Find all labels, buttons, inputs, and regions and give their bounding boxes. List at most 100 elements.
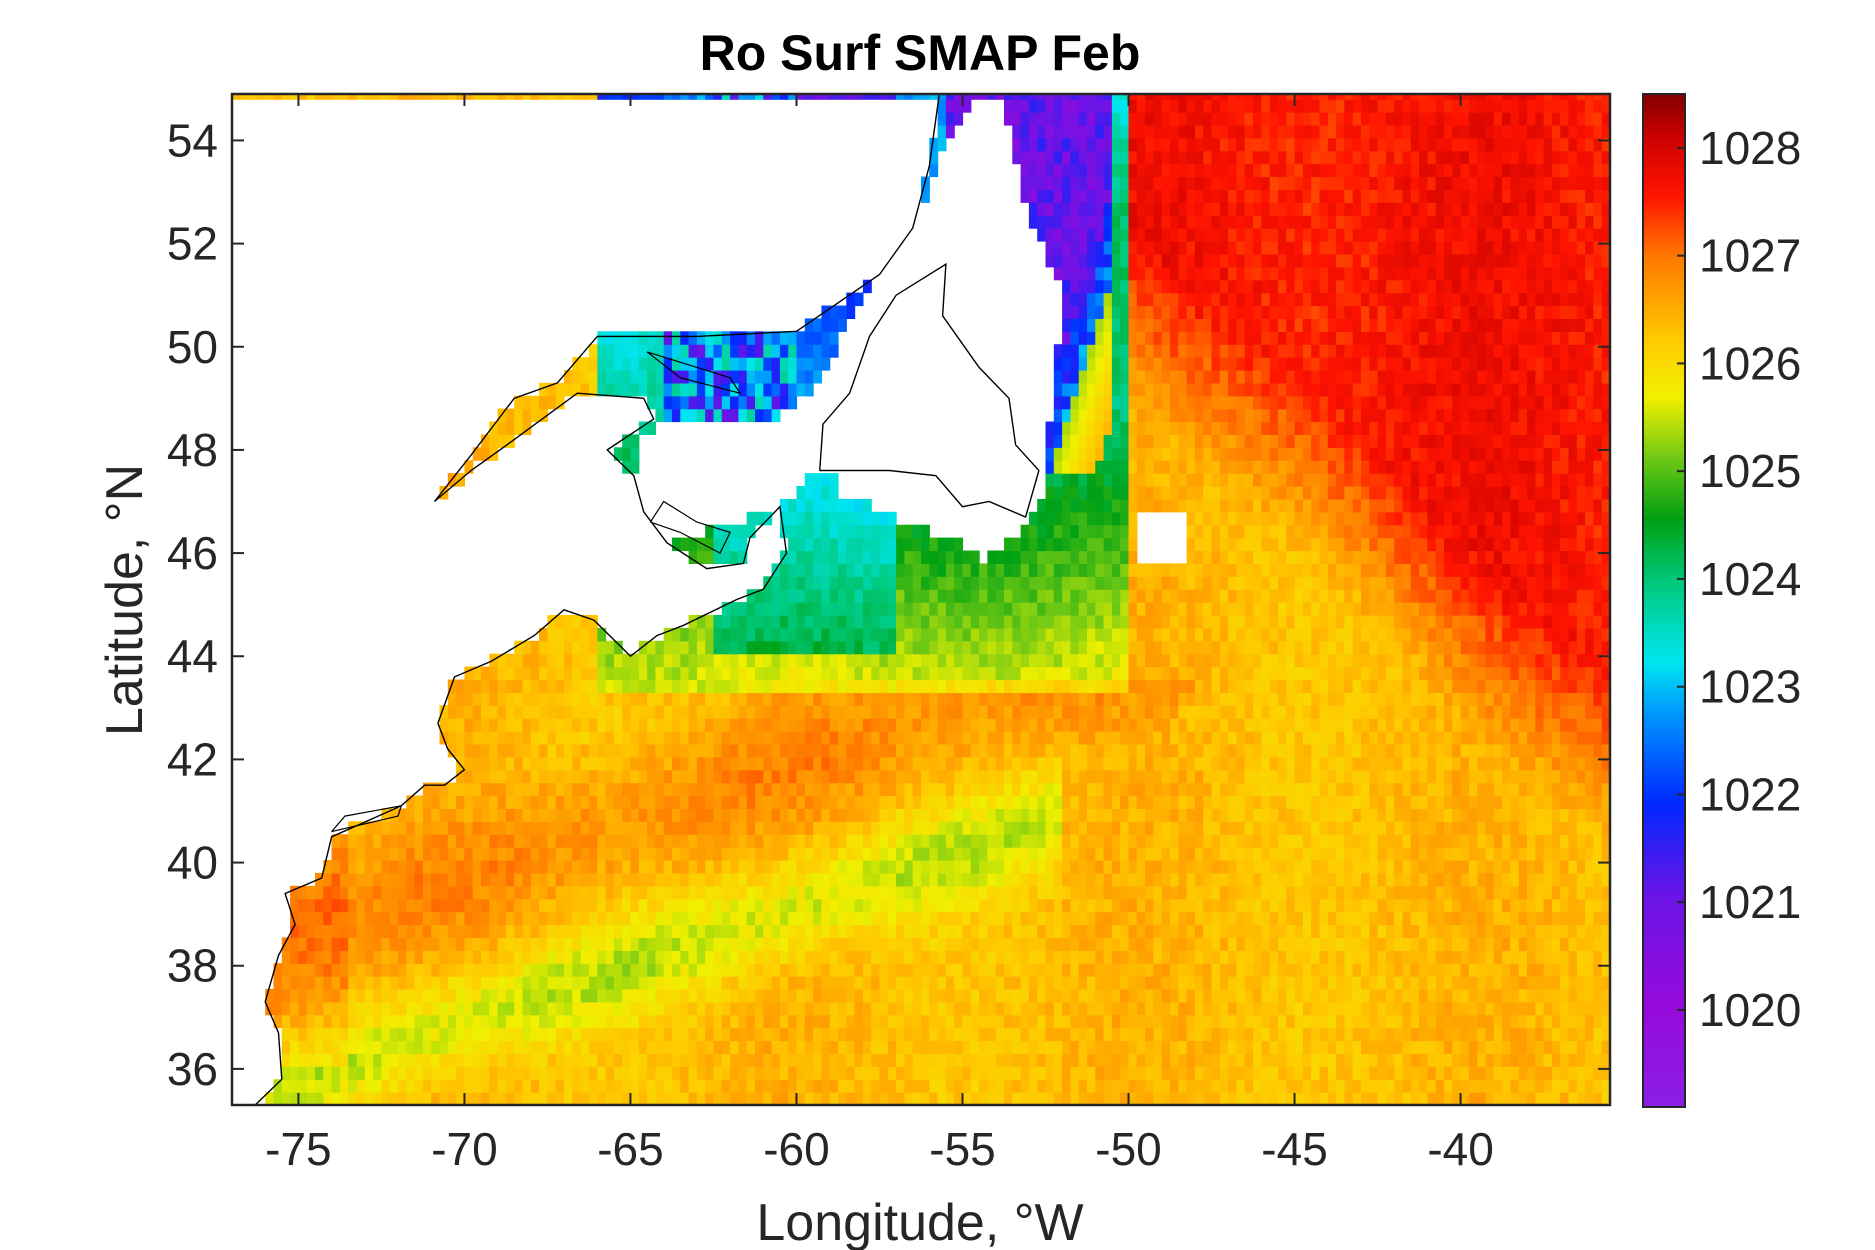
heatmap-cell bbox=[613, 692, 623, 706]
heatmap-cell bbox=[746, 370, 756, 384]
heatmap-cell bbox=[481, 731, 490, 745]
heatmap-cell bbox=[1070, 202, 1080, 216]
heatmap-cell bbox=[829, 705, 839, 719]
heatmap-cell bbox=[398, 872, 407, 887]
heatmap-cell bbox=[912, 769, 922, 784]
heatmap-cell bbox=[1004, 94, 1013, 100]
heatmap-cell bbox=[987, 808, 997, 822]
heatmap-cell bbox=[505, 976, 515, 990]
heatmap-cell bbox=[788, 615, 798, 629]
heatmap-cell bbox=[1120, 976, 1130, 990]
heatmap-cell bbox=[1128, 202, 1138, 216]
heatmap-cell bbox=[497, 821, 507, 835]
heatmap-cell bbox=[1062, 486, 1071, 500]
heatmap-cell bbox=[954, 860, 964, 874]
heatmap-cell bbox=[539, 743, 548, 758]
heatmap-cell bbox=[1012, 885, 1022, 900]
heatmap-cell bbox=[655, 924, 665, 938]
heatmap-cell bbox=[472, 963, 482, 977]
heatmap-cell bbox=[1087, 344, 1096, 358]
heatmap-cell bbox=[364, 885, 374, 900]
heatmap-cell bbox=[854, 576, 864, 590]
heatmap-cell bbox=[730, 769, 739, 784]
heatmap-cell bbox=[763, 370, 773, 384]
heatmap-cell bbox=[356, 834, 366, 848]
heatmap-cell bbox=[995, 576, 1005, 590]
heatmap-cell bbox=[705, 860, 715, 874]
heatmap-cell bbox=[696, 94, 706, 100]
heatmap-cell bbox=[406, 898, 416, 913]
heatmap-cell bbox=[505, 847, 515, 861]
heatmap-cell bbox=[663, 834, 673, 848]
heatmap-cell bbox=[439, 1079, 449, 1093]
heatmap-cell bbox=[481, 769, 490, 784]
heatmap-cell bbox=[1128, 486, 1138, 500]
heatmap-cell bbox=[505, 705, 515, 719]
heatmap-cell bbox=[489, 731, 499, 745]
heatmap-cell bbox=[564, 627, 573, 642]
heatmap-cell bbox=[755, 679, 764, 693]
heatmap-cell bbox=[1053, 537, 1063, 552]
heatmap-cell bbox=[630, 692, 640, 706]
heatmap-cell bbox=[580, 911, 590, 926]
heatmap-cell bbox=[1004, 537, 1013, 552]
heatmap-cell bbox=[564, 1092, 573, 1106]
heatmap-cell bbox=[1070, 847, 1080, 861]
heatmap-cell bbox=[622, 795, 632, 809]
heatmap-cell bbox=[904, 872, 914, 887]
heatmap-cell bbox=[779, 511, 789, 526]
heatmap-cell bbox=[522, 692, 532, 706]
heatmap-cell bbox=[406, 937, 416, 951]
heatmap-cell bbox=[713, 911, 723, 926]
heatmap-cell bbox=[813, 937, 822, 951]
heatmap-cell bbox=[505, 950, 515, 964]
heatmap-cell bbox=[854, 976, 864, 990]
heatmap-cell bbox=[522, 666, 532, 681]
heatmap-cell bbox=[622, 963, 632, 977]
heatmap-cell bbox=[522, 950, 532, 964]
heatmap-cell bbox=[622, 1014, 632, 1029]
heatmap-cell bbox=[854, 731, 864, 745]
heatmap-cell bbox=[431, 1040, 441, 1054]
heatmap-cell bbox=[813, 1053, 822, 1067]
heatmap-cell bbox=[1153, 834, 1163, 848]
heatmap-cell bbox=[979, 885, 988, 900]
heatmap-cell bbox=[821, 898, 831, 913]
heatmap-cell bbox=[771, 950, 781, 964]
heatmap-cell bbox=[771, 718, 781, 732]
heatmap-cell bbox=[937, 705, 947, 719]
heatmap-cell bbox=[738, 756, 748, 771]
heatmap-cell bbox=[1087, 124, 1096, 139]
heatmap-cell bbox=[995, 1053, 1005, 1067]
heatmap-cell bbox=[1045, 666, 1055, 681]
heatmap-cell bbox=[779, 666, 789, 681]
heatmap-cell bbox=[572, 756, 582, 771]
heatmap-cell bbox=[1020, 163, 1030, 178]
heatmap-cell bbox=[348, 1066, 358, 1080]
heatmap-cell bbox=[1095, 150, 1105, 165]
heatmap-cell bbox=[796, 331, 806, 345]
heatmap-cell bbox=[804, 731, 814, 745]
heatmap-cell bbox=[1028, 718, 1038, 732]
heatmap-cell bbox=[763, 692, 773, 706]
heatmap-cell bbox=[539, 1092, 548, 1106]
heatmap-cell bbox=[464, 705, 474, 719]
heatmap-cell bbox=[572, 834, 582, 848]
heatmap-cell bbox=[489, 834, 499, 848]
heatmap-cell bbox=[605, 331, 615, 345]
heatmap-cell bbox=[630, 885, 640, 900]
heatmap-cell bbox=[945, 576, 955, 590]
heatmap-cell bbox=[1012, 950, 1022, 964]
heatmap-cell bbox=[1078, 834, 1088, 848]
heatmap-cell bbox=[738, 1001, 748, 1016]
heatmap-cell bbox=[904, 795, 914, 809]
heatmap-cell bbox=[862, 988, 872, 1003]
heatmap-cell bbox=[539, 950, 548, 964]
heatmap-cell bbox=[1153, 1014, 1163, 1029]
heatmap-cell bbox=[555, 885, 565, 900]
heatmap-cell bbox=[721, 602, 731, 616]
heatmap-cell bbox=[879, 885, 889, 900]
heatmap-cell bbox=[580, 898, 590, 913]
heatmap-cell bbox=[1004, 924, 1013, 938]
heatmap-cell bbox=[539, 756, 548, 771]
